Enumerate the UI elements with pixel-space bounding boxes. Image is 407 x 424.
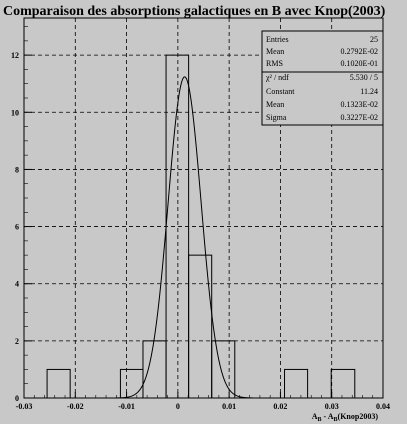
- histogram-bar: [211, 340, 236, 399]
- stats-rows: Entries 25 Mean 0.2792E-02 RMS 0.1020E-01 χ² /…: [265, 35, 378, 122]
- stats-label: Mean: [266, 47, 284, 56]
- gaussian-fit-curve: [111, 76, 258, 399]
- y-tick-label: 8: [15, 165, 19, 174]
- stats-label: Sigma: [266, 113, 287, 122]
- histogram-bar: [119, 368, 144, 399]
- stats-box-frame: [261, 30, 384, 126]
- y-tick-label: 6: [15, 223, 19, 232]
- y-tick-label: 2: [15, 337, 19, 346]
- histogram-bar: [46, 368, 71, 399]
- stats-value: 25: [370, 35, 378, 44]
- chart-title: Comparaison des absorptions galactiques …: [3, 4, 386, 19]
- x-tick-label: -0.01: [118, 402, 135, 411]
- x-tick-label: -0.02: [67, 402, 84, 411]
- stats-label: Constant: [266, 87, 295, 96]
- histogram-bar: [330, 368, 356, 399]
- y-tick-label: 4: [15, 280, 19, 289]
- y-tick-label: 12: [11, 51, 19, 60]
- x-tick-label: -0.03: [16, 402, 33, 411]
- stats-value: 0.3227E-02: [340, 113, 378, 122]
- x-tick-label: 0.02: [273, 402, 287, 411]
- stats-box: Entries 25 Mean 0.2792E-02 RMS 0.1020E-01 χ² /…: [261, 30, 384, 126]
- stats-value: 11.24: [360, 87, 378, 96]
- histogram-bar: [284, 368, 309, 399]
- y-tick-label: 0: [15, 394, 19, 403]
- histogram-bar: [142, 340, 167, 399]
- histogram-bar: [188, 254, 213, 399]
- tick-labels: -0.03 -0.02 -0.01 0 0.01 0.02 0.03 0.04 0 2 4 6 8 10 1…: [11, 51, 390, 411]
- stats-value: 5.530 / 5: [350, 73, 378, 82]
- x-tick-label: 0.04: [376, 402, 390, 411]
- stats-value: 0.1020E-01: [340, 59, 378, 68]
- stats-value: 0.1323E-02: [340, 100, 378, 109]
- x-tick-label: 0.01: [222, 402, 236, 411]
- stats-label: Entries: [266, 35, 289, 44]
- y-tick-label: 10: [11, 108, 19, 117]
- stats-label: RMS: [266, 59, 283, 68]
- histogram-bars: [46, 54, 356, 399]
- stats-value: 0.2792E-02: [340, 47, 378, 56]
- x-axis-label: AB - AB(Knop2003): [312, 412, 379, 423]
- x-tick-label: 0.03: [325, 402, 339, 411]
- stats-label: χ² / ndf: [265, 73, 289, 82]
- x-tick-label: 0: [176, 402, 180, 411]
- stats-label: Mean: [266, 100, 284, 109]
